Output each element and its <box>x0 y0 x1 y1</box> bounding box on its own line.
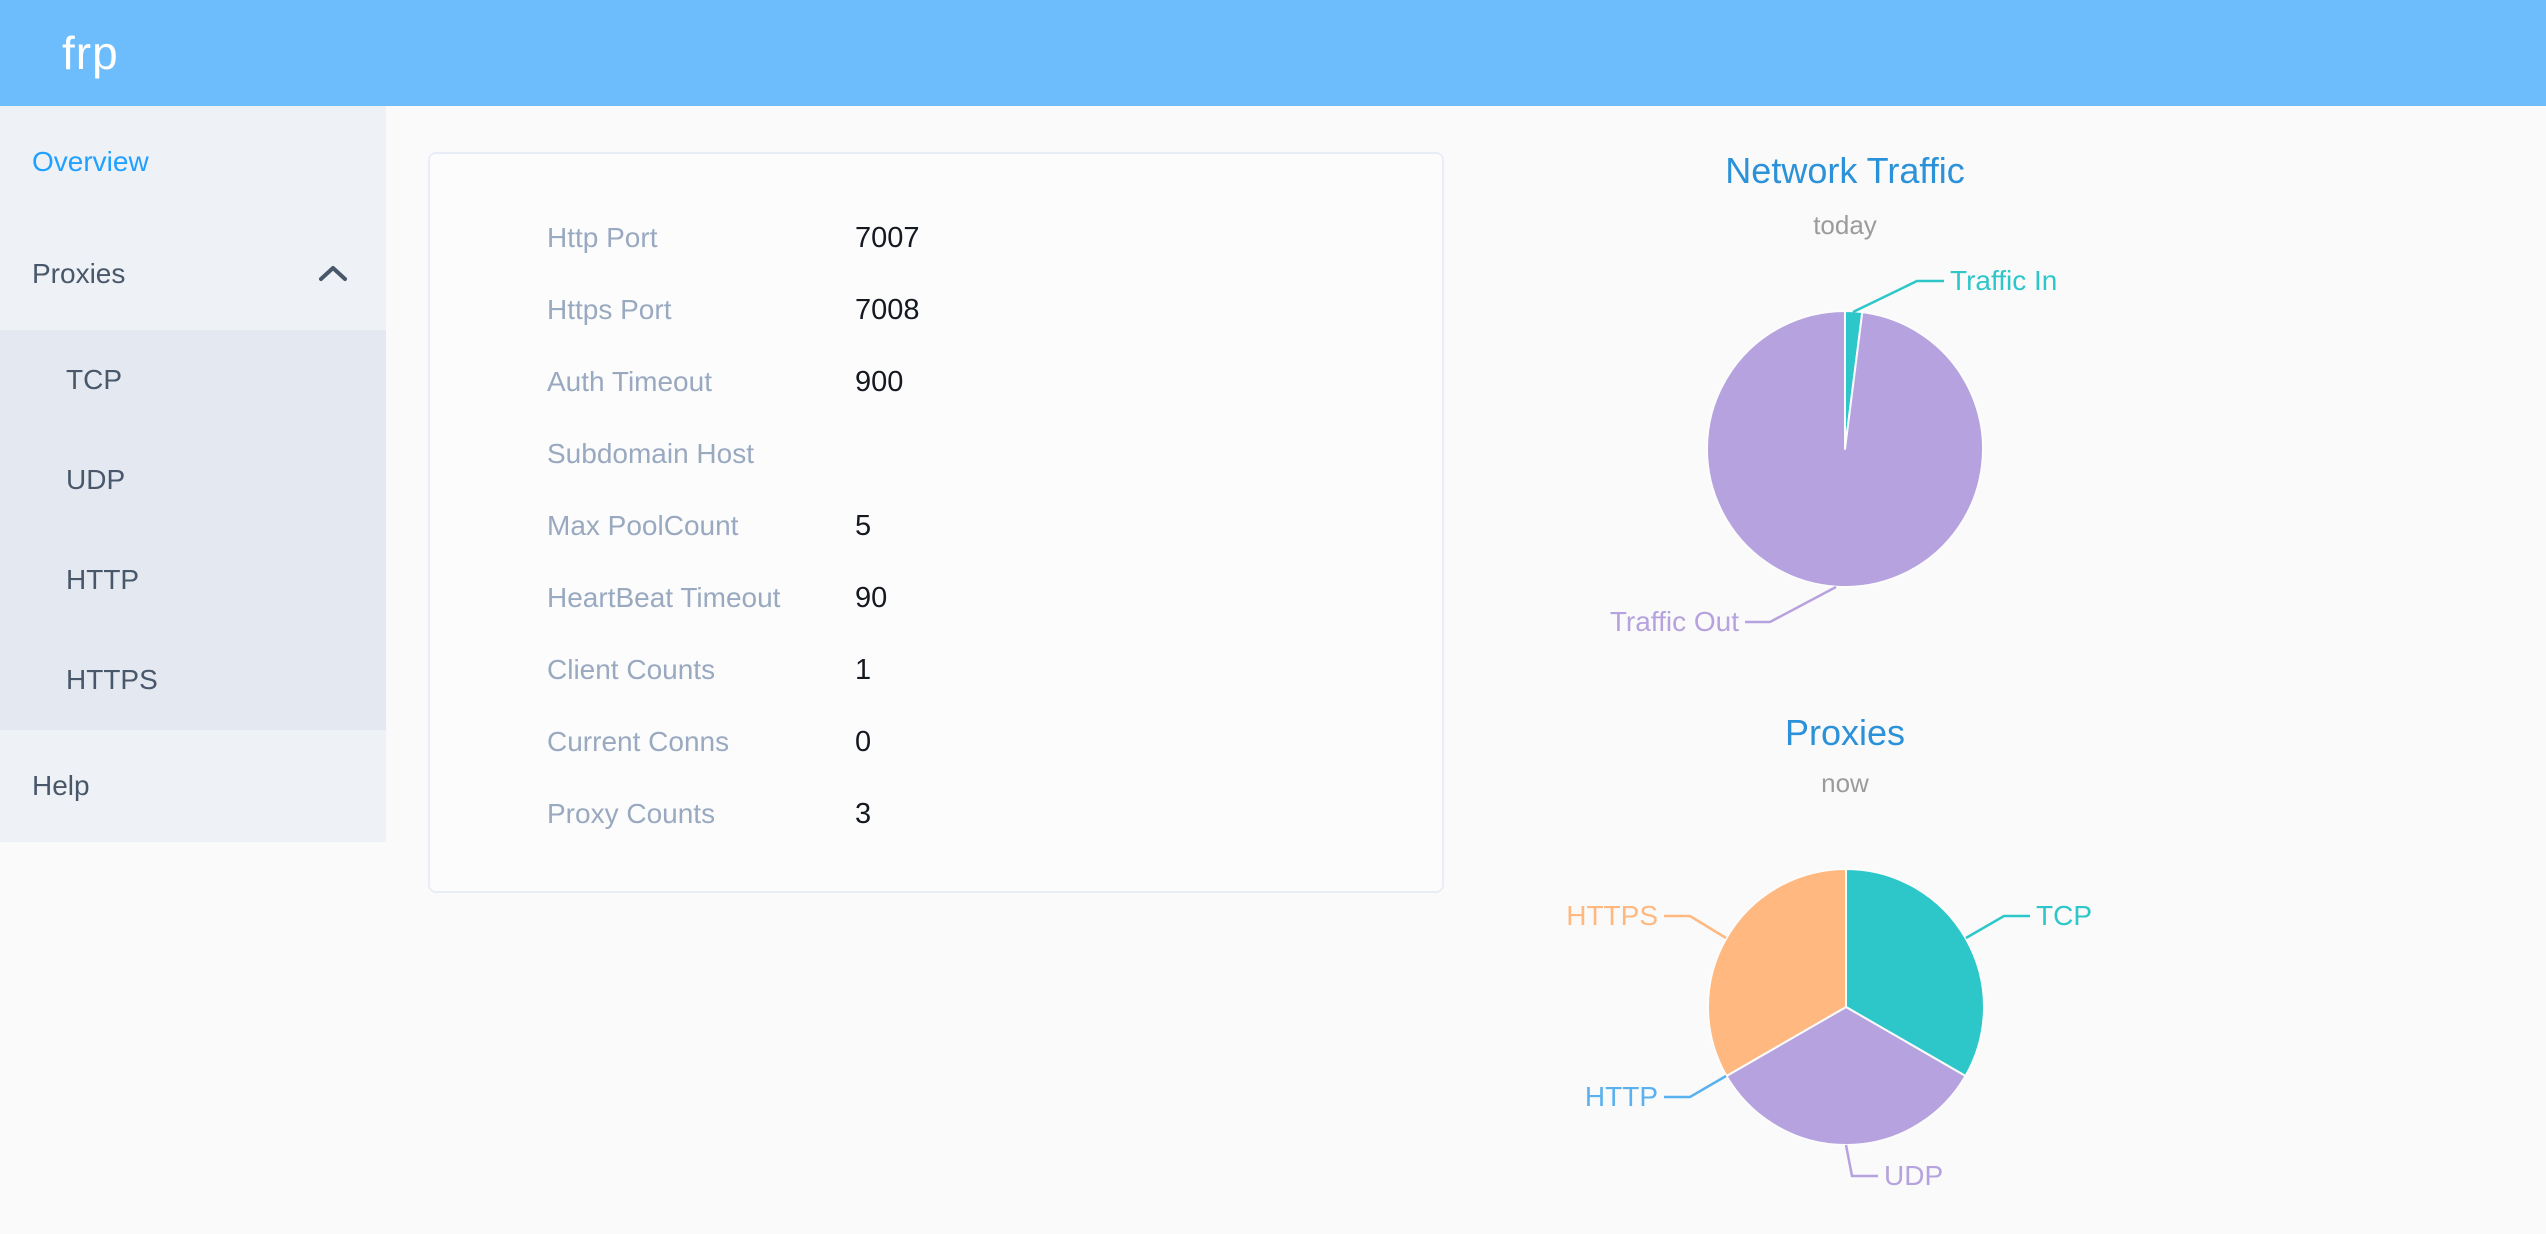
info-row-client-counts: Client Counts 1 <box>430 634 1442 706</box>
sidebar-item-proxies[interactable]: Proxies <box>0 218 386 330</box>
server-info-card: Http Port 7007 Https Port 7008 Auth Timeou… <box>428 152 1444 893</box>
info-label: Http Port <box>547 222 658 253</box>
proxies-chart-subtitle: now <box>1821 768 1869 798</box>
sidebar-item-tcp[interactable]: TCP <box>66 364 122 395</box>
info-value: 900 <box>855 366 904 398</box>
sidebar-item-udp[interactable]: UDP <box>66 464 126 495</box>
info-row-current-conns: Current Conns 0 <box>430 706 1442 778</box>
proxies-pie-chart[interactable] <box>1696 857 1996 1157</box>
header-bar: frp <box>0 0 2546 106</box>
info-value: 1 <box>855 654 872 686</box>
info-row-proxy-counts: Proxy Counts 3 <box>430 778 1442 850</box>
info-label: Subdomain Host <box>547 438 755 469</box>
info-label: HeartBeat Timeout <box>547 582 781 613</box>
proxies-chart-title: Proxies <box>1784 712 1906 753</box>
info-row-auth-timeout: Auth Timeout 900 <box>430 346 1442 418</box>
app-logo: frp <box>62 27 119 79</box>
info-row-http-port: Http Port 7007 <box>430 202 1442 274</box>
sidebar-item-overview[interactable]: Overview <box>32 146 149 177</box>
chevron-up-icon <box>319 266 347 281</box>
info-row-https-port: Https Port 7008 <box>430 274 1442 346</box>
info-label: Https Port <box>547 294 672 325</box>
proxies-submenu: TCP UDP HTTP HTTPS <box>0 330 386 730</box>
udp-label: UDP <box>1884 1160 1944 1191</box>
sidebar-item-proxies-label: Proxies <box>32 258 126 289</box>
sidebar-item-http[interactable]: HTTP <box>66 564 140 595</box>
traffic-in-label: Traffic In <box>1950 265 2058 296</box>
network-traffic-pie-chart[interactable] <box>1695 299 1995 599</box>
tcp-label: TCP <box>2036 900 2092 931</box>
info-row-max-poolcount: Max PoolCount 5 <box>430 490 1442 562</box>
info-value: 90 <box>855 582 888 614</box>
pie-slice-traffic-out[interactable] <box>1706 310 1984 588</box>
info-value: 7007 <box>855 222 920 254</box>
info-label: Proxy Counts <box>547 798 716 829</box>
network-traffic-chart-subtitle: today <box>1813 210 1877 240</box>
sidebar-menu: Overview Proxies TCP UDP HTTP HTTPS Help <box>0 106 386 842</box>
info-label: Max PoolCount <box>547 510 739 541</box>
sidebar-item-https[interactable]: HTTPS <box>66 664 158 695</box>
http-label: HTTP <box>1584 1081 1658 1112</box>
https-label: HTTPS <box>1566 900 1658 931</box>
sidebar-item-help[interactable]: Help <box>32 770 90 801</box>
info-value: 3 <box>855 798 872 830</box>
info-row-subdomain-host: Subdomain Host <box>430 418 1442 490</box>
info-label: Current Conns <box>547 726 730 757</box>
info-row-heartbeat-timeout: HeartBeat Timeout 90 <box>430 562 1442 634</box>
info-label: Client Counts <box>547 654 716 685</box>
network-traffic-chart-title: Network Traffic <box>1725 150 1965 191</box>
info-value: 5 <box>855 510 872 542</box>
info-value: 7008 <box>855 294 920 326</box>
info-value: 0 <box>855 726 872 758</box>
info-label: Auth Timeout <box>547 366 712 397</box>
traffic-out-label: Traffic Out <box>1609 606 1739 637</box>
